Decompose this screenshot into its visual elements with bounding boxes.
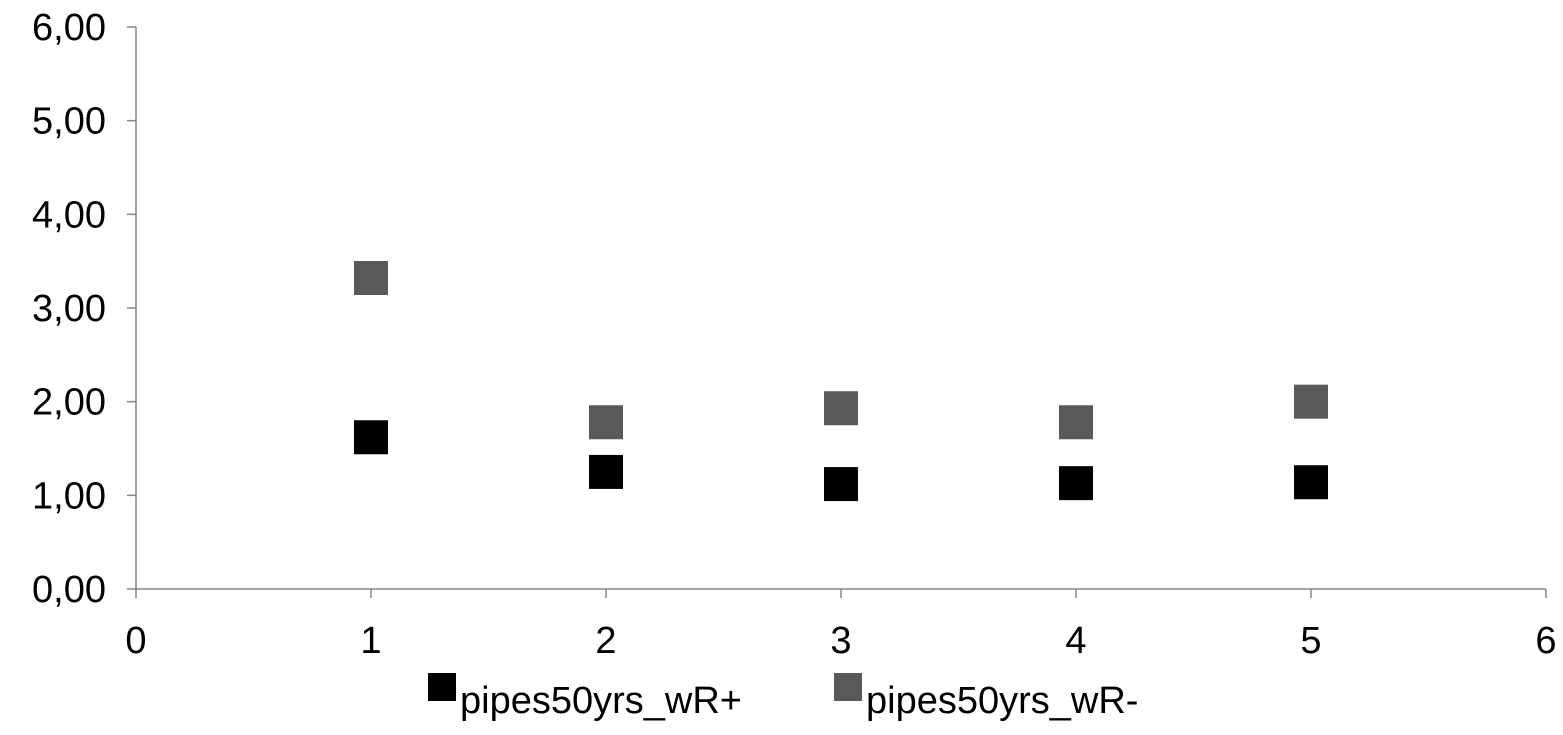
x-tick-label: 5 — [1300, 620, 1321, 662]
axes — [135, 27, 1546, 590]
y-tick-label: 0,00 — [32, 569, 106, 611]
x-tick-label: 0 — [125, 620, 146, 662]
data-point-wr-minus — [1059, 405, 1093, 440]
y-tick-label: 6,00 — [32, 7, 106, 49]
x-tick-label: 6 — [1535, 620, 1556, 662]
data-point-wr-plus — [824, 467, 858, 502]
data-points — [354, 261, 1328, 502]
data-point-wr-minus — [589, 405, 623, 440]
y-axis-ticks: 0,00 1,00 2,00 3,00 4,00 5,00 6,00 — [32, 7, 136, 611]
x-axis-ticks: 0 1 2 3 4 5 6 — [125, 589, 1557, 662]
data-point-wr-plus — [589, 454, 623, 489]
data-point-wr-minus — [824, 391, 858, 426]
x-tick-label: 3 — [830, 620, 851, 662]
data-point-wr-plus — [1294, 465, 1328, 500]
data-point-wr-plus — [1059, 466, 1093, 501]
y-tick-label: 4,00 — [32, 194, 106, 236]
legend-marker — [428, 673, 456, 701]
y-tick-label: 1,00 — [32, 475, 106, 517]
data-point-wr-minus — [1294, 384, 1328, 419]
x-tick-label: 4 — [1065, 620, 1086, 662]
y-tick-label: 2,00 — [32, 382, 106, 424]
data-point-wr-minus — [354, 261, 388, 296]
legend: pipes50yrs_wR+ pipes50yrs_wR- — [428, 673, 1138, 722]
x-tick-label: 1 — [360, 620, 381, 662]
data-point-wr-plus — [354, 420, 388, 455]
y-tick-label: 5,00 — [32, 101, 106, 143]
y-tick-label: 3,00 — [32, 288, 106, 330]
legend-label: pipes50yrs_wR+ — [460, 680, 742, 722]
legend-marker — [834, 673, 862, 701]
legend-label: pipes50yrs_wR- — [866, 680, 1138, 722]
x-tick-label: 2 — [595, 620, 616, 662]
